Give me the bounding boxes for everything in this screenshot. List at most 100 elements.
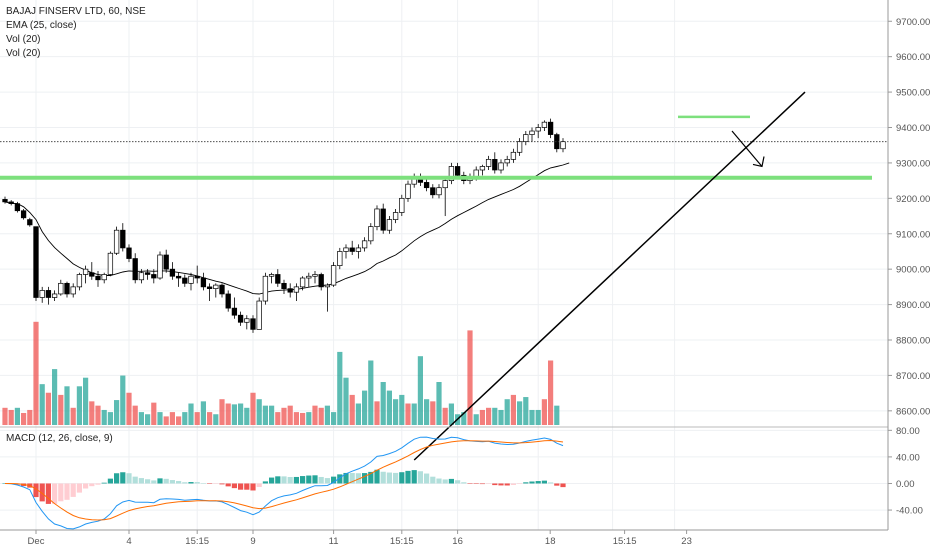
macd-hist-bar (337, 474, 343, 484)
candle (547, 118, 554, 139)
candle-body (70, 286, 76, 295)
candle-body (324, 284, 331, 288)
macd-hist-bar (461, 482, 467, 484)
macd-hist-bar (560, 483, 566, 488)
volume-bar (287, 405, 293, 425)
x-tick-label: 15:15 (390, 536, 414, 547)
volume-bar (374, 401, 380, 425)
volume-bar (126, 392, 132, 425)
macd-hist-bar (157, 478, 163, 484)
candle-body (374, 208, 380, 228)
candle (343, 244, 349, 259)
candle (151, 269, 157, 284)
volume-bar (269, 405, 275, 425)
candle-body (448, 166, 455, 181)
y-tick-label: 8600.00 (896, 406, 930, 417)
x-tick-label: 4 (126, 536, 131, 547)
volume-bar (101, 409, 107, 425)
candle (541, 120, 548, 132)
macd-hist-bar (349, 473, 355, 484)
candle (262, 272, 269, 305)
volume-bar (343, 377, 349, 425)
macd-hist-bar (244, 483, 250, 490)
y-tick-label: 9600.00 (896, 52, 930, 63)
candle-body (312, 274, 318, 277)
volume-bar (442, 407, 448, 425)
volume-bar (324, 405, 330, 425)
volume-bar (231, 404, 237, 425)
y-tick-label: 8800.00 (896, 336, 930, 347)
volume-bar (337, 351, 343, 425)
candle (361, 237, 368, 252)
volume-bar (151, 402, 157, 425)
candle-body (293, 286, 300, 293)
macd-hist-bar (324, 478, 330, 484)
y-tick-label: 9300.00 (896, 158, 930, 169)
candle (535, 123, 541, 139)
projection-arrow (731, 130, 763, 167)
macd-hist-bar (83, 483, 89, 489)
macd-hist-bar (188, 482, 194, 484)
candle-body (306, 275, 312, 279)
macd-hist-bar (176, 481, 182, 484)
macd-hist-bar (151, 480, 157, 484)
candle (213, 283, 219, 298)
macd-hist-bar (467, 483, 473, 484)
legend-ema: EMA (25, close) (6, 20, 77, 31)
x-tick-label: 9 (250, 536, 255, 547)
macd-hist-bar (58, 483, 64, 502)
candle (194, 265, 200, 284)
volume-bar (225, 403, 231, 425)
candle-body (380, 208, 386, 231)
candle-body (250, 318, 256, 330)
candle-body (194, 275, 200, 279)
macd-y-tick-label: 80.00 (896, 426, 920, 437)
candle-body (492, 159, 498, 171)
volume-bar (436, 382, 442, 425)
candle (442, 177, 448, 217)
candle-body (113, 229, 120, 254)
candle (485, 155, 492, 170)
candle-body (405, 183, 411, 199)
macd-hist-bar (256, 483, 262, 487)
candle (8, 200, 14, 206)
candle (200, 272, 207, 291)
candle-body (355, 247, 362, 252)
candle-body (82, 268, 89, 275)
candle (355, 244, 362, 259)
volume-bar (541, 399, 547, 425)
candle (120, 223, 126, 252)
candle (275, 269, 281, 287)
candle-body (498, 162, 504, 171)
candle (399, 194, 405, 217)
macd-hist-bar (262, 481, 268, 484)
volume-bar (498, 409, 504, 425)
macd-hist-bar (219, 483, 225, 485)
volume-bar (256, 399, 262, 425)
macd-hist-bar (275, 476, 281, 484)
volume-bar (473, 414, 479, 425)
candle (374, 205, 380, 231)
volume-bar (132, 405, 138, 425)
macd-hist-bar (312, 475, 318, 484)
volume-bar (182, 412, 188, 425)
volume-bar (107, 412, 113, 425)
volume-bar (145, 414, 151, 425)
macd-hist-bar (238, 483, 244, 490)
candle (126, 244, 132, 263)
candle-body (523, 134, 529, 143)
macd-hist-bar (107, 478, 113, 484)
candle-body (268, 274, 275, 277)
candle-body (330, 265, 337, 286)
candle (163, 249, 169, 273)
candle-body (454, 166, 461, 176)
candle-body (436, 187, 442, 196)
macd-hist-bar (169, 480, 175, 484)
candle (188, 272, 194, 291)
candle (64, 281, 70, 298)
x-tick-label: 18 (545, 536, 556, 547)
candle (492, 152, 498, 174)
candle (436, 184, 442, 199)
candle-body (386, 219, 393, 231)
